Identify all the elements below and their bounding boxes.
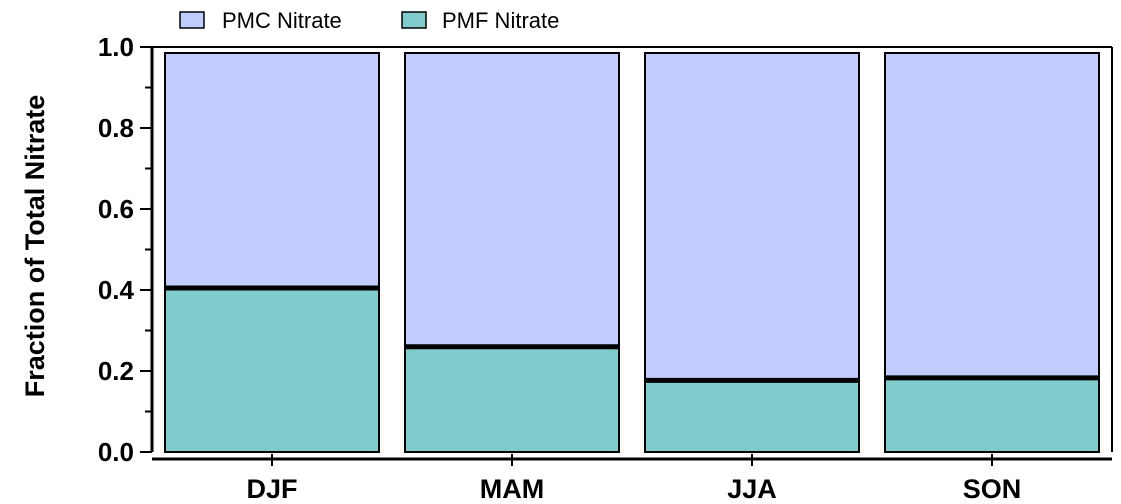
bar-pmc-nitrate-djf [164, 52, 380, 289]
y-axis-label: Fraction of Total Nitrate [20, 95, 50, 398]
legend-label-pmc-nitrate: PMC Nitrate [222, 8, 342, 33]
legend-label-pmf-nitrate: PMF Nitrate [442, 8, 559, 33]
y-tick-label-0.2: 0.2 [98, 356, 134, 386]
bar-pmf-nitrate-djf [164, 286, 380, 453]
legend-swatch-pmc-nitrate [179, 11, 205, 29]
bar-pmf-nitrate-mam [404, 345, 620, 454]
x-tick-label-mam: MAM [480, 474, 544, 504]
axes-group: DJF MAM JJA SON 0.0 0.2 0.4 0.6 0.8 1.0 [98, 32, 1113, 504]
x-tick-label-son: SON [963, 474, 1022, 504]
y-tick-label-0.8: 0.8 [98, 113, 134, 143]
x-tick-label-jja: JJA [727, 474, 777, 504]
y-tick-label-0.0: 0.0 [98, 437, 134, 467]
bar-pmc-nitrate-son [884, 52, 1100, 379]
y-tick-label-0.6: 0.6 [98, 194, 134, 224]
legend-swatch-pmf-nitrate [401, 11, 427, 29]
legend: PMC Nitrate PMF Nitrate [179, 8, 559, 33]
bar-pmf-nitrate-jja [644, 379, 860, 453]
bar-pmc-nitrate-jja [644, 52, 860, 382]
bars-group [164, 52, 1100, 454]
bar-pmf-nitrate-son [884, 376, 1100, 454]
y-tick-label-0.4: 0.4 [98, 275, 135, 305]
y-tick-label-1.0: 1.0 [98, 32, 134, 62]
x-tick-label-djf: DJF [246, 474, 297, 504]
bar-pmc-nitrate-mam [404, 52, 620, 348]
